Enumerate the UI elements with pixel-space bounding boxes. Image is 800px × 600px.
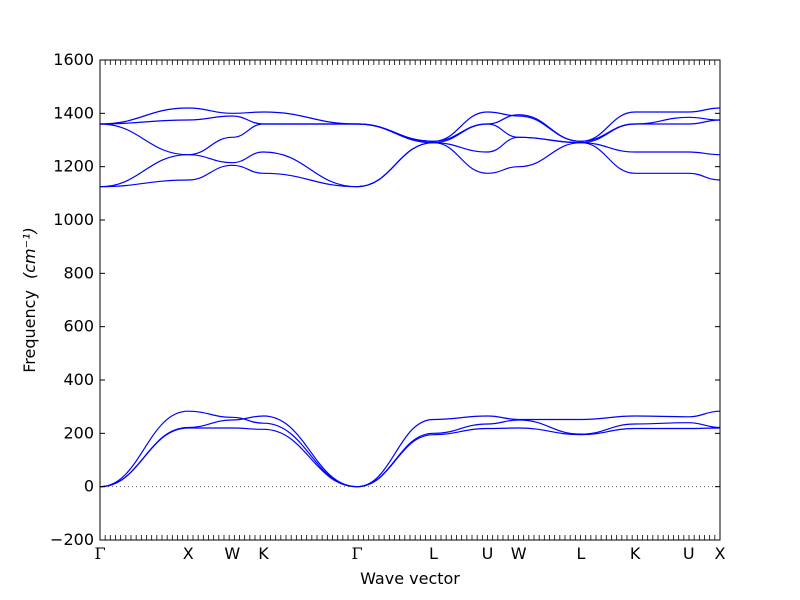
- x-tick-label: W: [511, 544, 527, 563]
- y-axis-label-text: Frequency: [20, 290, 39, 373]
- y-tick-label: 1000: [53, 210, 94, 229]
- y-tick-label: 600: [63, 317, 94, 336]
- y-tick-label: 1600: [53, 50, 94, 69]
- x-tick-label: L: [577, 544, 586, 563]
- y-tick-label: 200: [63, 423, 94, 442]
- x-tick-label: K: [258, 544, 269, 563]
- y-tick-label: −200: [50, 530, 94, 549]
- y-axis-label-unit: (cm⁻¹): [20, 227, 39, 279]
- phonon-branch-4: [99, 142, 721, 188]
- phonon-branch-7: [99, 114, 721, 142]
- phonon-branch-1: [99, 427, 721, 488]
- x-axis-label: Wave vector: [360, 569, 460, 588]
- x-tick-label: X: [715, 544, 726, 563]
- plot-area: [99, 107, 721, 488]
- y-axis-label: Frequency (cm⁻¹): [20, 227, 39, 372]
- y-tick-label: 1200: [53, 157, 94, 176]
- x-tick-label: K: [630, 544, 641, 563]
- x-tick-label: L: [429, 544, 438, 563]
- x-tick-label: U: [683, 544, 695, 563]
- plot-frame: [99, 59, 721, 541]
- phonon-branch-3: [99, 410, 721, 488]
- phonon-branch-8: [99, 107, 721, 142]
- x-tick-label: U: [482, 544, 494, 563]
- y-tick-label: 400: [63, 370, 94, 389]
- x-tick-label: Γ: [352, 544, 363, 563]
- x-tick-label: Γ: [94, 544, 105, 563]
- y-tick-label: 1400: [53, 103, 94, 122]
- y-tick-label: 0: [84, 477, 94, 496]
- x-tick-label: X: [183, 544, 194, 563]
- phonon-branch-2: [99, 415, 721, 488]
- x-tick-label: W: [224, 544, 240, 563]
- y-tick-label: 800: [63, 263, 94, 282]
